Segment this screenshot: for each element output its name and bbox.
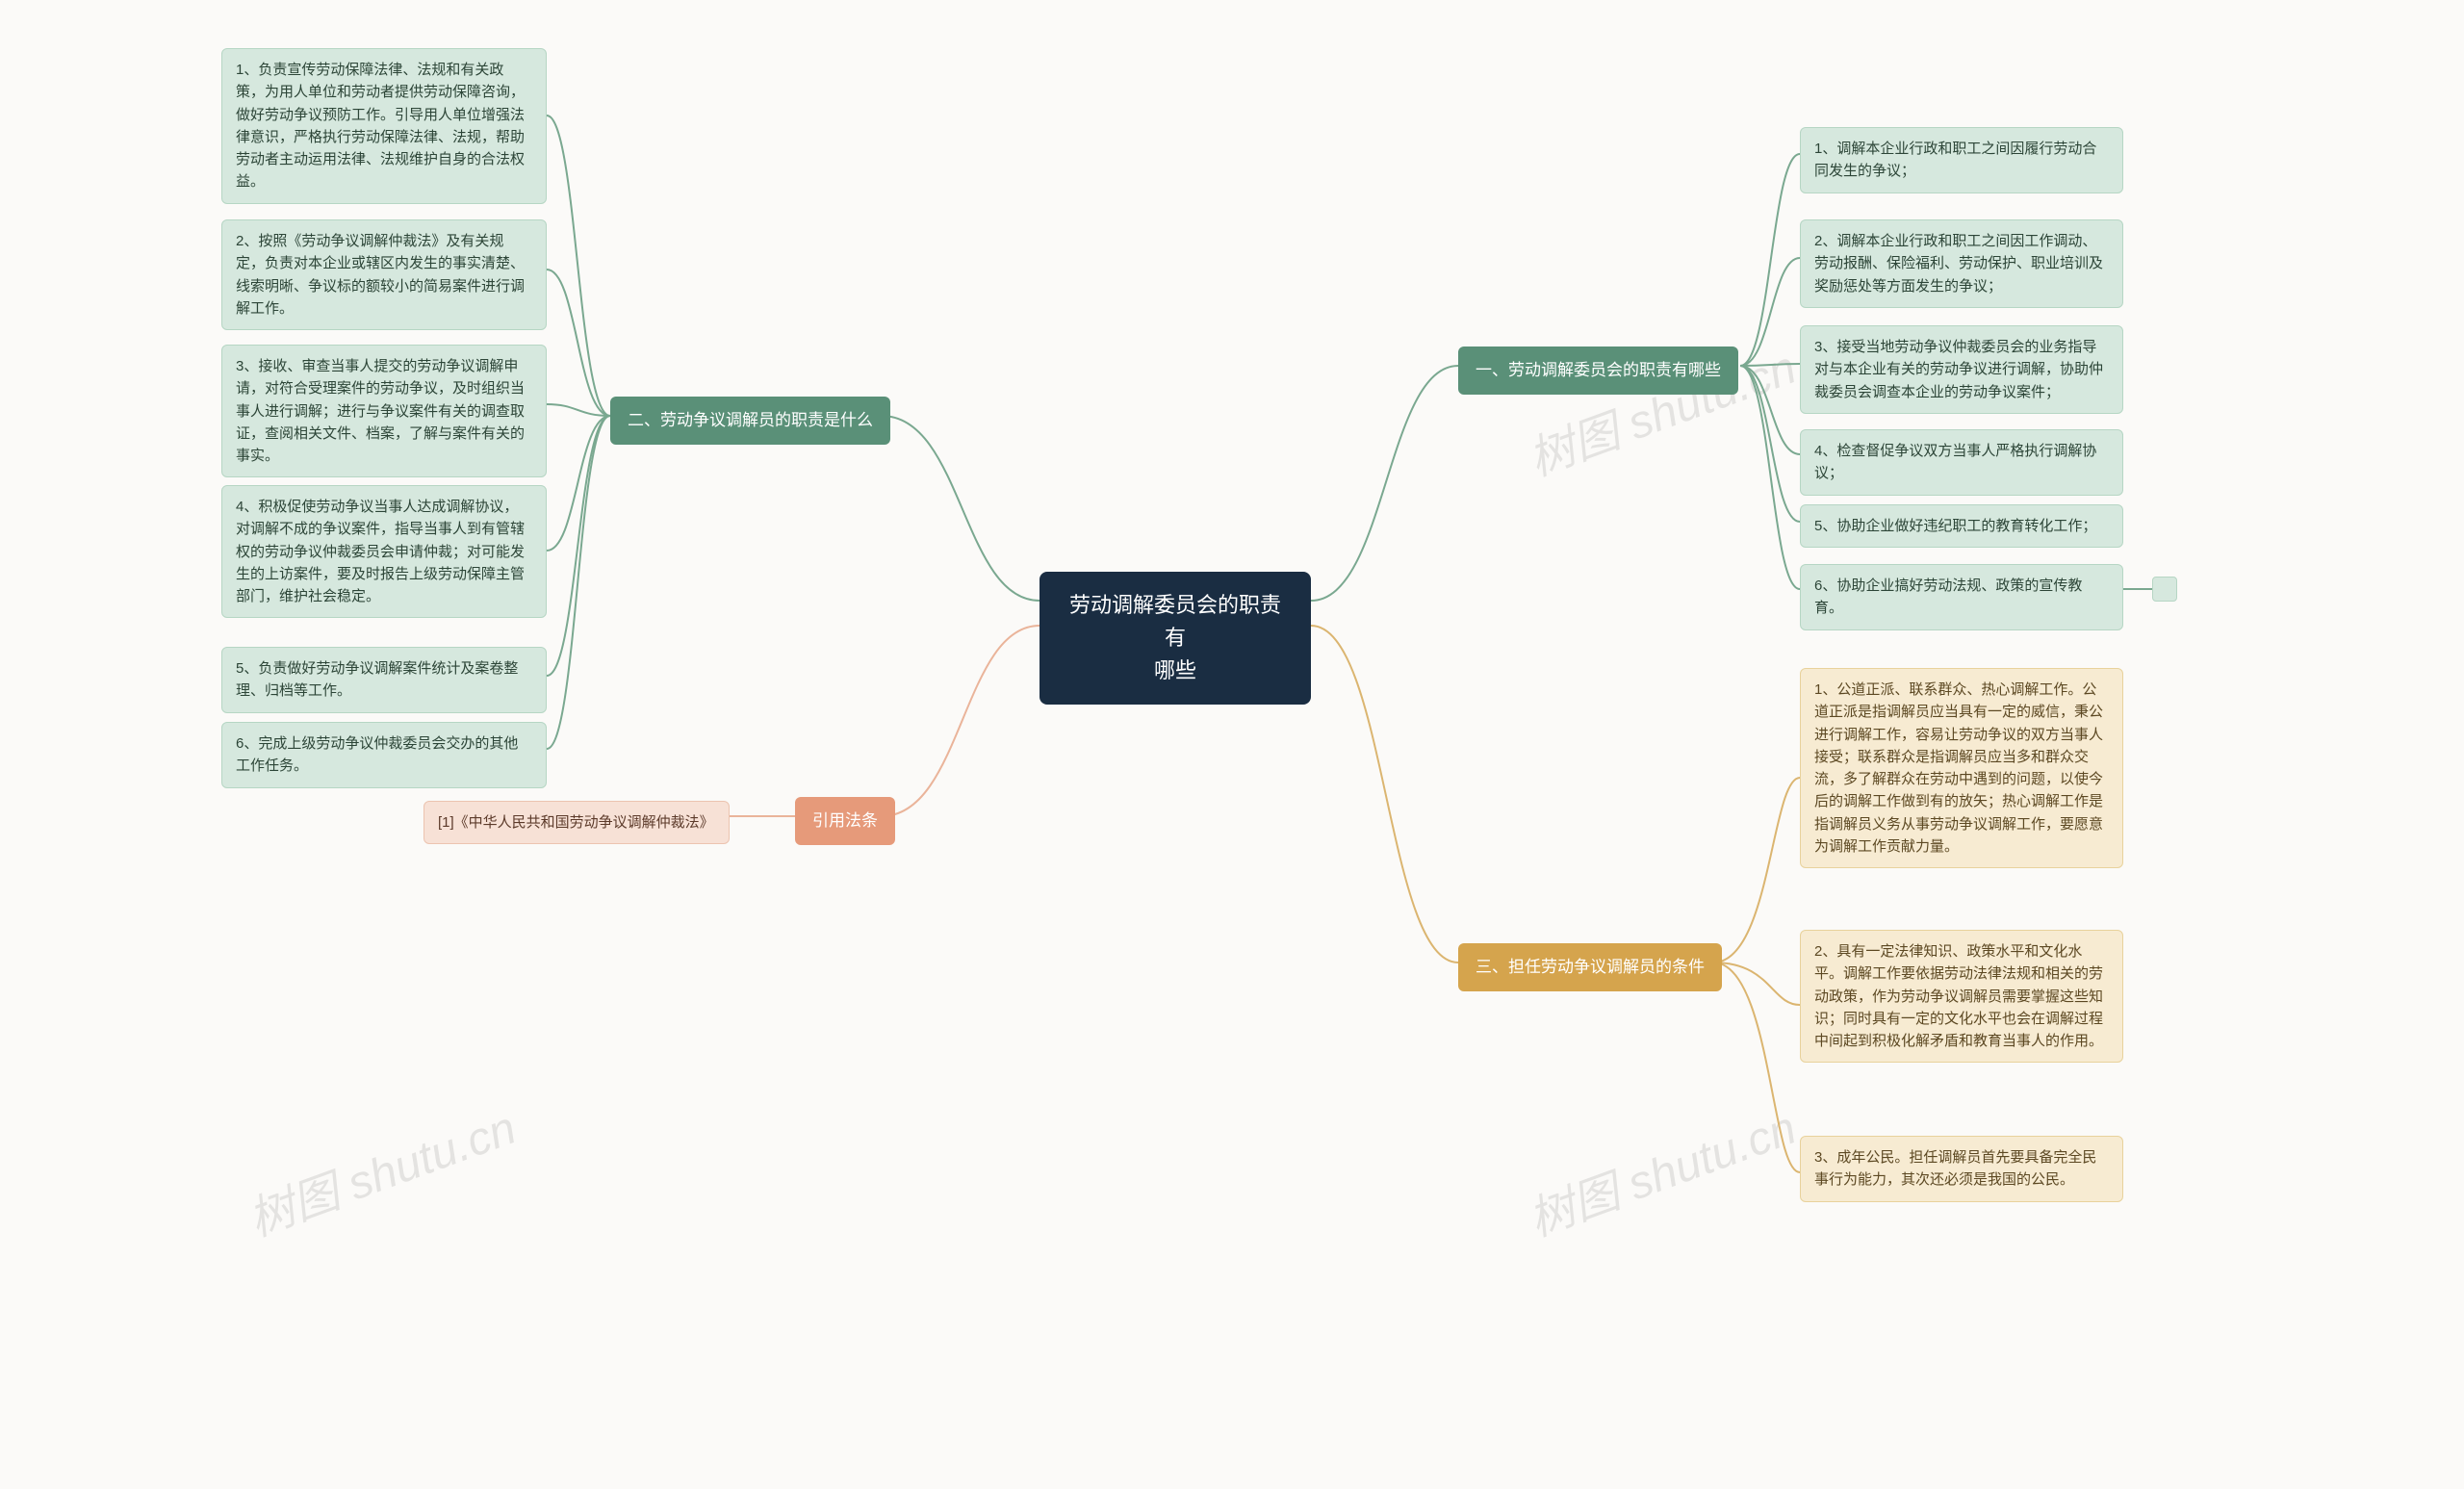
branch-2-item-3: 3、接收、审查当事人提交的劳动争议调解申请，对符合受理案件的劳动争议，及时组织当… xyxy=(221,345,547,477)
branch-3-title: 三、担任劳动争议调解员的条件 xyxy=(1458,943,1722,991)
watermark: 树图 shutu.cn xyxy=(1518,1090,1804,1248)
branch-1-item-6: 6、协助企业搞好劳动法规、政策的宣传教育。 xyxy=(1800,564,2123,630)
branch-2-item-1: 1、负责宣传劳动保障法律、法规和有关政策，为用人单位和劳动者提供劳动保障咨询，做… xyxy=(221,48,547,204)
branch-1-item-3: 3、接受当地劳动争议仲裁委员会的业务指导对与本企业有关的劳动争议进行调解，协助仲… xyxy=(1800,325,2123,414)
branch-1-item-5: 5、协助企业做好违纪职工的教育转化工作； xyxy=(1800,504,2123,548)
branch-1-title: 一、劳动调解委员会的职责有哪些 xyxy=(1458,347,1738,395)
branch-2-item-4: 4、积极促使劳动争议当事人达成调解协议，对调解不成的争议案件，指导当事人到有管辖… xyxy=(221,485,547,618)
branch-4-title: 引用法条 xyxy=(795,797,895,845)
branch-2-item-5: 5、负责做好劳动争议调解案件统计及案卷整理、归档等工作。 xyxy=(221,647,547,713)
branch-1-item-4: 4、检查督促争议双方当事人严格执行调解协议； xyxy=(1800,429,2123,496)
center-node: 劳动调解委员会的职责有 哪些 xyxy=(1040,572,1311,705)
branch-3-item-1: 1、公道正派、联系群众、热心调解工作。公道正派是指调解员应当具有一定的威信，秉公… xyxy=(1800,668,2123,868)
branch-3-item-3: 3、成年公民。担任调解员首先要具备完全民事行为能力，其次还必须是我国的公民。 xyxy=(1800,1136,2123,1202)
branch-4-item-1: [1]《中华人民共和国劳动争议调解仲裁法》 xyxy=(424,801,730,844)
branch-1-item-2: 2、调解本企业行政和职工之间因工作调动、劳动报酬、保险福利、劳动保护、职业培训及… xyxy=(1800,219,2123,308)
branch-2-item-2: 2、按照《劳动争议调解仲裁法》及有关规定，负责对本企业或辖区内发生的事实清楚、线… xyxy=(221,219,547,330)
branch-2-title: 二、劳动争议调解员的职责是什么 xyxy=(610,397,890,445)
branch-3-item-2: 2、具有一定法律知识、政策水平和文化水平。调解工作要依据劳动法律法规和相关的劳动… xyxy=(1800,930,2123,1063)
branch-1-item-1: 1、调解本企业行政和职工之间因履行劳动合同发生的争议； xyxy=(1800,127,2123,193)
branch-2-item-6: 6、完成上级劳动争议仲裁委员会交办的其他工作任务。 xyxy=(221,722,547,788)
branch-1-extra-node xyxy=(2152,577,2177,602)
watermark: 树图 shutu.cn xyxy=(238,1090,524,1248)
